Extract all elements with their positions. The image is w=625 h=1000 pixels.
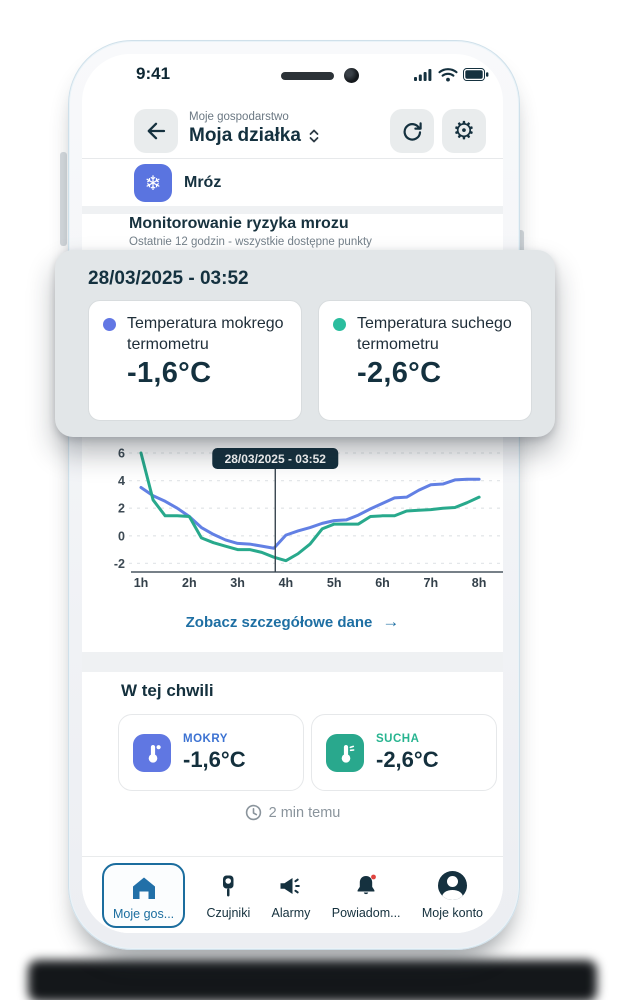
phone-ground-shadow	[28, 960, 597, 1000]
nav-label: Moje konto	[421, 905, 483, 920]
svg-text:3h: 3h	[230, 576, 245, 590]
battery-icon	[463, 68, 489, 81]
volume-button	[60, 152, 67, 246]
monitoring-subtitle: Ostatnie 12 godzin - wszystkie dostępne …	[129, 236, 372, 248]
bell-icon	[354, 871, 379, 901]
notch-camera	[344, 68, 359, 83]
frost-alert-label: Mróz	[184, 174, 222, 191]
svg-text:4: 4	[118, 474, 125, 488]
sensor-icon	[216, 871, 240, 901]
nav-label: Alarmy	[271, 905, 311, 920]
nav-label: Powiadom...	[331, 905, 401, 920]
frost-risk-chart[interactable]: 6 4 2 0 -2 1h 2h 3h 4h 5h 6h 7h 8h 28/03/2025 - 03:52	[101, 439, 503, 591]
last-updated: 2 min temu	[82, 804, 503, 821]
tooltip-timestamp: 28/03/2025 - 03:52	[88, 268, 249, 289]
monitoring-title: Monitorowanie ryzyka mrozu	[129, 215, 349, 232]
farm-house-icon	[129, 872, 159, 902]
dry-thermometer-icon	[326, 733, 364, 772]
person-icon	[437, 871, 467, 901]
refresh-button[interactable]	[390, 109, 434, 153]
svg-text:1h: 1h	[134, 576, 149, 590]
gear-icon: ⚙	[452, 117, 476, 145]
nav-item-alarms[interactable]: Alarmy	[271, 871, 311, 920]
divider	[82, 158, 503, 159]
cellular-signal-icon	[414, 69, 432, 81]
wet-bulb-tooltip-card: Temperatura mokrego termometru -1,6°C	[88, 300, 302, 421]
refresh-icon	[403, 122, 422, 141]
svg-text:6h: 6h	[375, 576, 390, 590]
svg-text:4h: 4h	[279, 576, 294, 590]
back-button[interactable]	[134, 109, 178, 153]
status-time: 9:41	[136, 64, 171, 83]
wifi-icon	[438, 68, 458, 82]
phone-frame: 9:41	[68, 40, 520, 950]
megaphone-icon	[278, 871, 303, 901]
details-link[interactable]: Zobacz szczegółowe dane →	[82, 612, 503, 632]
wet-series-dot	[103, 318, 116, 331]
wet-temp-card[interactable]: MOKRY -1,6°C	[118, 714, 304, 791]
svg-text:7h: 7h	[424, 576, 439, 590]
dry-bulb-tooltip-card: Temperatura suchego termometru -2,6°C	[318, 300, 532, 421]
back-arrow-icon	[147, 122, 166, 140]
details-link-label: Zobacz szczegółowe dane	[185, 614, 373, 631]
section-gap	[82, 206, 503, 214]
settings-button[interactable]: ⚙	[442, 109, 486, 153]
bottom-navigation: Moje gos... Czujniki	[82, 856, 503, 933]
svg-text:2h: 2h	[182, 576, 197, 590]
svg-text:6: 6	[118, 447, 125, 461]
dry-temp-card[interactable]: SUCHA -2,6°C	[311, 714, 497, 791]
svg-text:0: 0	[118, 529, 125, 543]
plot-selector[interactable]: Moja działka	[189, 125, 320, 147]
chevron-updown-icon	[309, 129, 319, 143]
wet-label: MOKRY	[183, 733, 228, 746]
breadcrumb: Moje gospodarstwo	[189, 111, 289, 123]
phone-screen: 9:41	[82, 54, 503, 933]
svg-text:28/03/2025 - 03:52: 28/03/2025 - 03:52	[225, 452, 327, 466]
dry-series-dot	[333, 318, 346, 331]
nav-item-my-farm[interactable]: Moje gos...	[102, 862, 186, 928]
clock-history-icon	[245, 804, 261, 821]
dry-series-label: Temperatura suchego termometru	[357, 315, 512, 353]
wet-thermometer-icon	[133, 733, 171, 772]
svg-text:8h: 8h	[472, 576, 487, 590]
status-icons	[414, 67, 489, 82]
right-arrow-icon: →	[382, 612, 400, 631]
last-updated-text: 2 min temu	[268, 804, 341, 821]
section-gap	[82, 652, 503, 672]
notch-speaker	[281, 72, 334, 80]
dry-label: SUCHA	[376, 733, 420, 746]
nav-item-notifications[interactable]: Powiadom...	[332, 871, 401, 920]
svg-text:5h: 5h	[327, 576, 342, 590]
nav-label: Czujniki	[206, 905, 251, 920]
page-title: Moja działka	[189, 125, 301, 146]
nav-label: Moje gos...	[113, 906, 175, 921]
snowflake-icon: ❄	[144, 172, 162, 195]
nav-item-sensors[interactable]: Czujniki	[206, 871, 250, 920]
wet-series-label: Temperatura mokrego termometru	[127, 315, 284, 353]
svg-text:2: 2	[118, 502, 125, 516]
notification-badge	[370, 874, 376, 880]
svg-text:-2: -2	[114, 557, 125, 571]
dry-value: -2,6°C	[376, 746, 439, 772]
current-section-title: W tej chwili	[121, 681, 214, 700]
chart-tooltip-popup: 28/03/2025 - 03:52 Temperatura mokrego t…	[55, 250, 555, 437]
nav-item-my-account[interactable]: Moje konto	[422, 871, 483, 920]
dry-series-value: -2,6°C	[357, 356, 442, 389]
wet-value: -1,6°C	[183, 746, 246, 772]
wet-series-value: -1,6°C	[127, 356, 212, 389]
frost-alert-tile[interactable]: ❄	[134, 164, 172, 202]
